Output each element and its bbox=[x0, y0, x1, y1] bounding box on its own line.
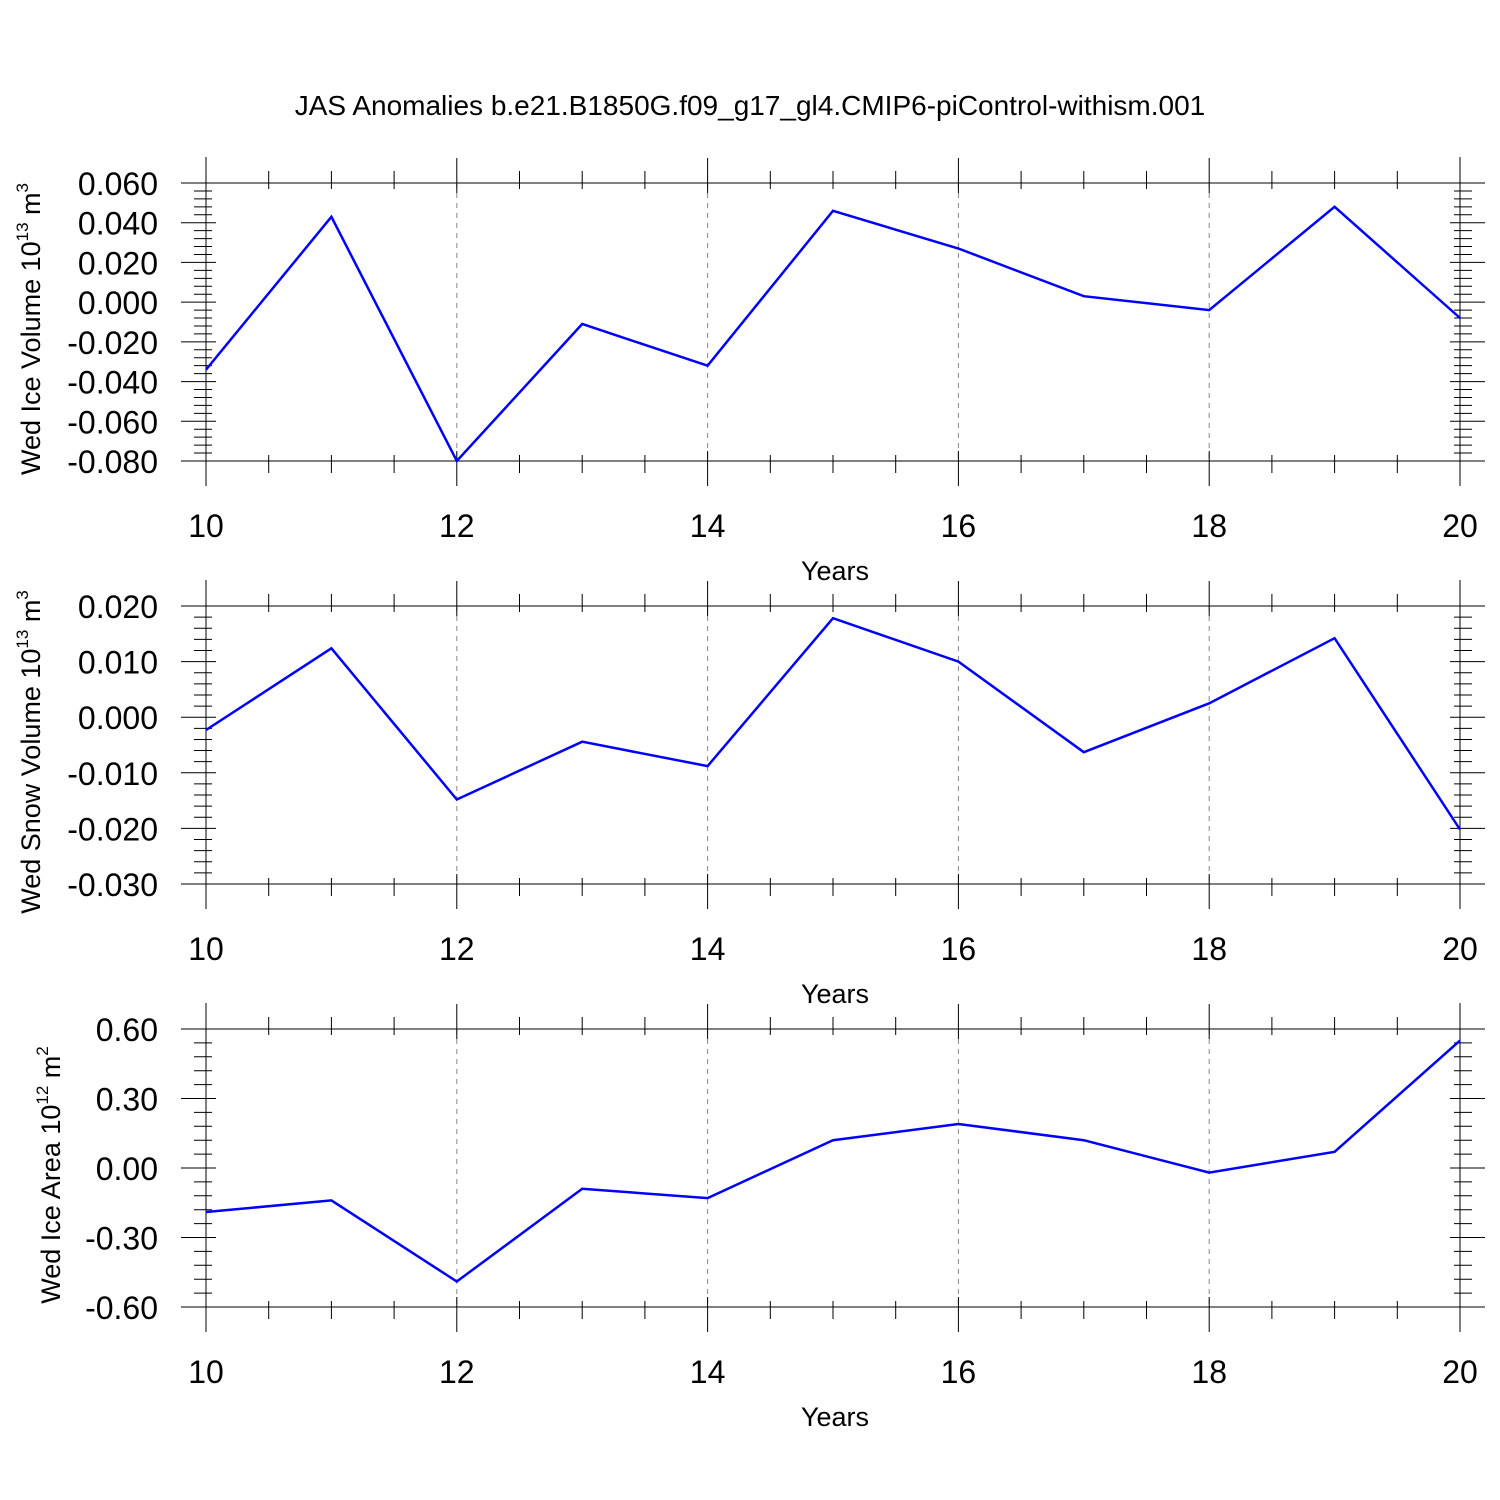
y-tick-label: -0.040 bbox=[67, 365, 158, 401]
x-axis-label: Years bbox=[801, 1402, 869, 1432]
x-tick-label: 20 bbox=[1442, 508, 1478, 544]
data-point bbox=[330, 1199, 333, 1202]
data-point bbox=[1208, 309, 1211, 312]
x-tick-label: 12 bbox=[439, 1354, 475, 1390]
x-tick-label: 16 bbox=[941, 508, 977, 544]
data-point bbox=[581, 740, 584, 743]
series-line bbox=[205, 616, 1462, 831]
chart-title: JAS Anomalies b.e21.B1850G.f09_g17_gl4.C… bbox=[294, 90, 1206, 121]
y-tick-label: 0.000 bbox=[78, 285, 158, 321]
data-point bbox=[706, 765, 709, 768]
data-point bbox=[330, 647, 333, 650]
data-point bbox=[957, 1122, 960, 1125]
y-tick-label: -0.080 bbox=[67, 444, 158, 480]
data-point bbox=[1208, 702, 1211, 705]
data-point bbox=[205, 1211, 208, 1214]
data-point bbox=[455, 798, 458, 801]
x-tick-label: 20 bbox=[1442, 931, 1478, 967]
data-point bbox=[832, 617, 835, 620]
data-point bbox=[1459, 828, 1462, 831]
x-tick-label: 18 bbox=[1191, 508, 1227, 544]
data-point bbox=[706, 1197, 709, 1200]
data-point bbox=[957, 660, 960, 663]
x-tick-label: 12 bbox=[439, 508, 475, 544]
x-tick-label: 12 bbox=[439, 931, 475, 967]
x-tick-label: 18 bbox=[1191, 931, 1227, 967]
x-tick-label: 16 bbox=[941, 1354, 977, 1390]
data-point bbox=[1082, 1139, 1085, 1142]
data-point bbox=[205, 728, 208, 731]
y-tick-label: 0.000 bbox=[78, 700, 158, 736]
series-line bbox=[205, 205, 1461, 464]
y-axis-label: Wed Ice Volume 1013 m3 bbox=[13, 183, 46, 475]
y-axis-label: Wed Snow Volume 1013 m3 bbox=[13, 590, 46, 914]
series-line bbox=[205, 1039, 1461, 1284]
y-tick-label: -0.030 bbox=[67, 867, 158, 903]
chart-panel-3: 10 12 14 16 18 20 -0.60 -0.30 0.00 0.30 0.60 Years W… bbox=[33, 1003, 1485, 1432]
y-tick-label: -0.020 bbox=[67, 811, 158, 847]
y-tick-label: 0.060 bbox=[78, 166, 158, 202]
x-tick-label: 20 bbox=[1442, 1354, 1478, 1390]
y-axis-label: Wed Ice Area 1012 m2 bbox=[33, 1046, 66, 1304]
y-tick-label: 0.00 bbox=[96, 1151, 158, 1187]
y-tick-label: -0.60 bbox=[85, 1290, 158, 1326]
y-tick-label: -0.060 bbox=[67, 404, 158, 440]
data-point bbox=[581, 322, 584, 325]
y-tick-label: 0.30 bbox=[96, 1082, 158, 1118]
data-point bbox=[706, 364, 709, 367]
data-point bbox=[581, 1187, 584, 1190]
data-point bbox=[1333, 1150, 1336, 1153]
data-point bbox=[1333, 637, 1336, 640]
data-point bbox=[1082, 751, 1085, 754]
data-point bbox=[957, 247, 960, 250]
data-point bbox=[1459, 317, 1462, 320]
x-tick-label: 14 bbox=[690, 931, 726, 967]
data-point bbox=[455, 1280, 458, 1283]
x-tick-label: 14 bbox=[690, 1354, 726, 1390]
data-point bbox=[205, 368, 208, 371]
data-point bbox=[330, 215, 333, 218]
chart-panel-1: 10 12 14 16 18 20 -0.080 -0.060-0.040 -0.020 0.00… bbox=[13, 157, 1485, 586]
data-point bbox=[1459, 1039, 1462, 1042]
y-tick-label: -0.020 bbox=[67, 325, 158, 361]
x-tick-label: 10 bbox=[188, 508, 224, 544]
x-tick-label: 16 bbox=[941, 931, 977, 967]
y-tick-label: 0.010 bbox=[78, 645, 158, 681]
y-tick-label: 0.020 bbox=[78, 245, 158, 281]
y-tick-label: 0.020 bbox=[78, 589, 158, 625]
y-tick-label: -0.30 bbox=[85, 1221, 158, 1257]
x-axis-label: Years bbox=[801, 979, 869, 1009]
x-tick-label: 10 bbox=[188, 1354, 224, 1390]
data-point bbox=[455, 460, 458, 463]
x-tick-label: 18 bbox=[1191, 1354, 1227, 1390]
chart-panel-2: 10 12 14 16 18 20 -0.030 -0.020 -0.010 0.000 0.010… bbox=[13, 580, 1485, 1009]
data-point bbox=[832, 1139, 835, 1142]
data-point bbox=[1082, 295, 1085, 298]
data-point bbox=[1333, 205, 1336, 208]
x-axis-label: Years bbox=[801, 556, 869, 586]
data-point bbox=[832, 209, 835, 212]
x-tick-label: 14 bbox=[690, 508, 726, 544]
x-tick-label: 10 bbox=[188, 931, 224, 967]
y-tick-label: 0.60 bbox=[96, 1012, 158, 1048]
data-point bbox=[1208, 1171, 1211, 1174]
y-tick-label: -0.010 bbox=[67, 756, 158, 792]
y-tick-label: 0.040 bbox=[78, 206, 158, 242]
